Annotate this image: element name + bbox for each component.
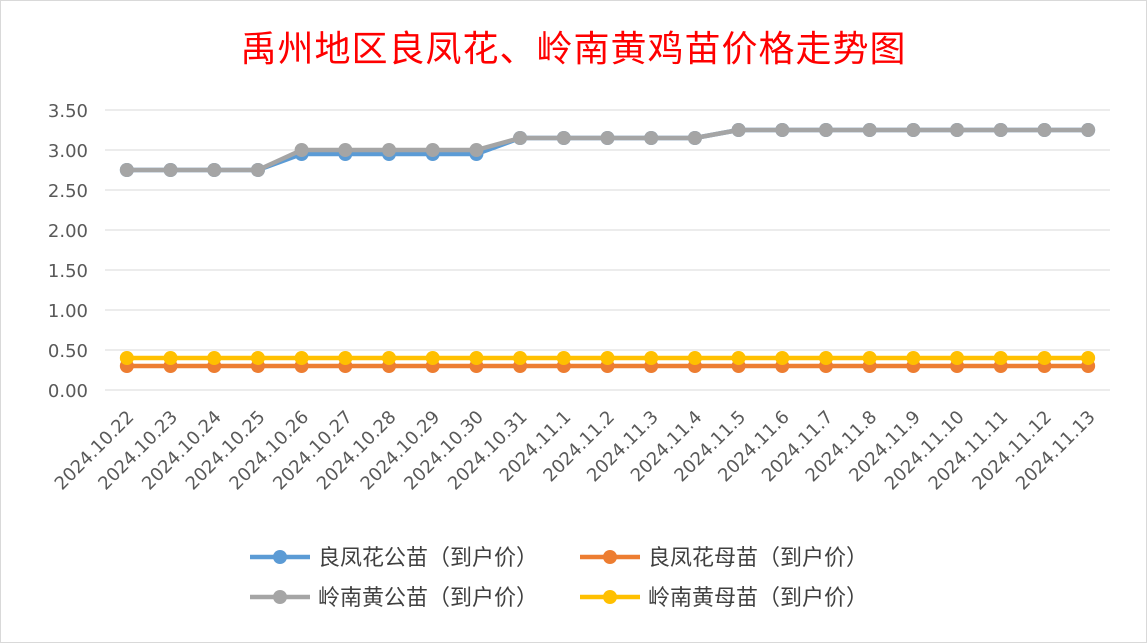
data-point: [731, 123, 746, 137]
data-point: [1037, 351, 1052, 365]
data-point: [119, 163, 134, 177]
legend-label: 良凤花母苗（到户价）: [648, 546, 868, 571]
legend-marker: [603, 590, 617, 604]
data-point: [556, 131, 571, 145]
data-point: [513, 351, 528, 365]
data-point: [600, 351, 615, 365]
data-point: [600, 131, 615, 145]
data-point: [818, 123, 833, 137]
data-point: [207, 163, 222, 177]
data-point: [993, 123, 1008, 137]
data-point: [119, 351, 134, 365]
y-tick-label: 3.00: [48, 141, 88, 162]
data-point: [687, 131, 702, 145]
data-point: [425, 351, 440, 365]
data-point: [338, 143, 353, 157]
data-point: [382, 351, 397, 365]
data-point: [862, 351, 877, 365]
y-tick-label: 0.00: [48, 381, 88, 402]
data-point: [731, 351, 746, 365]
legend-marker: [273, 590, 287, 604]
data-point: [818, 351, 833, 365]
data-point: [950, 123, 965, 137]
data-point: [469, 143, 484, 157]
legend-label: 岭南黄母苗（到户价）: [648, 586, 868, 611]
data-point: [425, 143, 440, 157]
legend-item: 良凤花公苗（到户价）: [250, 546, 538, 571]
y-tick-label: 0.50: [48, 341, 88, 362]
y-tick-label: 2.00: [48, 221, 88, 242]
legend-marker: [273, 550, 287, 564]
y-tick-label: 1.50: [48, 261, 88, 282]
data-point: [207, 351, 222, 365]
data-point: [250, 351, 265, 365]
data-point: [163, 351, 178, 365]
data-point: [1081, 123, 1096, 137]
y-tick-label: 1.00: [48, 301, 88, 322]
data-point: [687, 351, 702, 365]
data-point: [469, 351, 484, 365]
data-point: [382, 143, 397, 157]
y-tick-label: 2.50: [48, 181, 88, 202]
data-point: [556, 351, 571, 365]
data-point: [294, 351, 309, 365]
data-point: [644, 351, 659, 365]
legend-marker: [603, 550, 617, 564]
data-point: [163, 163, 178, 177]
data-point: [644, 131, 659, 145]
legend-item: 良凤花母苗（到户价）: [580, 546, 868, 571]
y-tick-label: 3.50: [48, 101, 88, 122]
data-point: [906, 351, 921, 365]
data-point: [775, 123, 790, 137]
data-point: [294, 143, 309, 157]
chart-title: 禹州地区良凤花、岭南黄鸡苗价格走势图: [240, 29, 907, 70]
data-point: [950, 351, 965, 365]
data-point: [513, 131, 528, 145]
legend-item: 岭南黄母苗（到户价）: [580, 586, 868, 611]
data-point: [1081, 351, 1096, 365]
data-point: [906, 123, 921, 137]
data-point: [775, 351, 790, 365]
series-2: [119, 123, 1096, 177]
series-3: [119, 351, 1096, 365]
data-point: [993, 351, 1008, 365]
data-point: [862, 123, 877, 137]
legend-label: 良凤花公苗（到户价）: [318, 546, 538, 571]
legend-label: 岭南黄公苗（到户价）: [318, 586, 538, 611]
data-point: [338, 351, 353, 365]
data-point: [250, 163, 265, 177]
data-point: [1037, 123, 1052, 137]
legend-item: 岭南黄公苗（到户价）: [250, 586, 538, 611]
